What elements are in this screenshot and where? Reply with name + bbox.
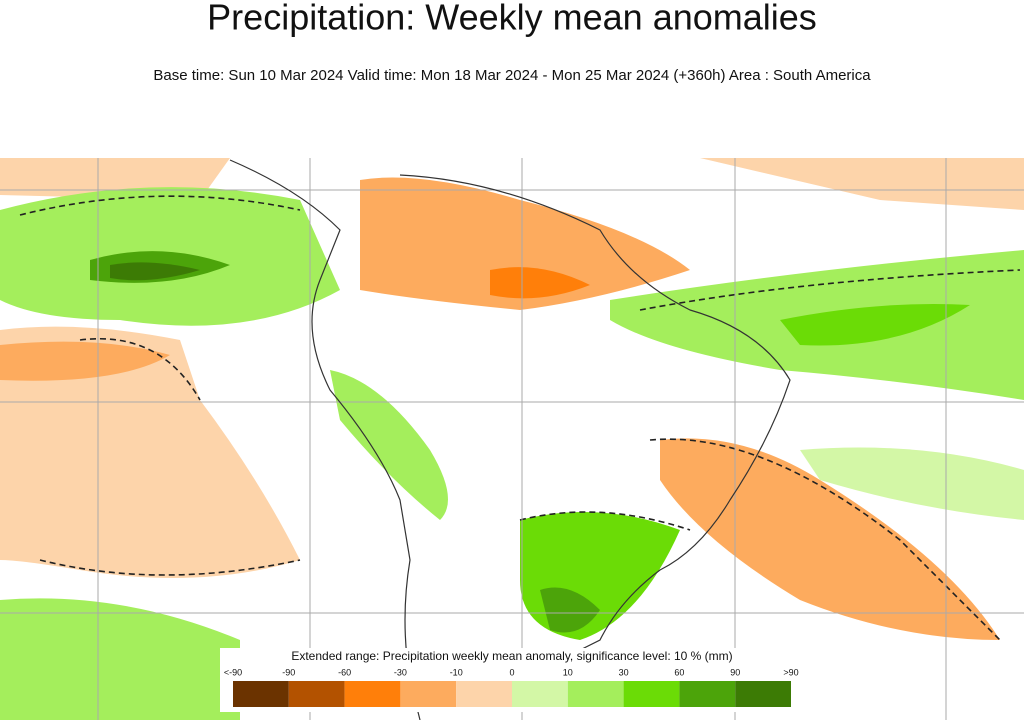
color-swatch: [735, 681, 791, 707]
legend-label: 90: [730, 667, 740, 677]
color-swatch: [679, 681, 736, 707]
dry-area: [0, 341, 170, 381]
significance-contour: [19, 195, 1021, 641]
dry-area: [490, 267, 590, 299]
legend-label: >90: [783, 667, 798, 677]
legend-label: <-90: [224, 667, 242, 677]
wet-area: [540, 587, 600, 633]
legend-label: -60: [338, 667, 351, 677]
color-swatch: [233, 681, 289, 707]
legend-label: -90: [282, 667, 295, 677]
map: [0, 158, 1024, 721]
legend-label: 30: [619, 667, 629, 677]
wet-area: [800, 447, 1024, 520]
subtitle: Base time: Sun 10 Mar 2024 Valid time: M…: [153, 67, 871, 84]
color-swatch: [623, 681, 680, 707]
legend-label: 60: [674, 667, 684, 677]
dry-area: [370, 158, 1024, 210]
wet-area: [110, 262, 200, 281]
legend-label: 10: [563, 667, 573, 677]
color-swatch: [288, 681, 345, 707]
wet-area: [780, 304, 970, 346]
wet-area: [330, 370, 448, 520]
dry-area: [660, 438, 1000, 640]
legend-label: -30: [394, 667, 407, 677]
coastline: [229, 159, 791, 721]
grid: [0, 158, 1024, 720]
color-swatch: [567, 681, 624, 707]
legend-label: 0: [509, 667, 514, 677]
color-swatch: [456, 681, 512, 707]
color-swatch: [512, 681, 568, 707]
legend: Extended range: Precipitation weekly mea…: [220, 648, 803, 712]
legend-label: -10: [450, 667, 463, 677]
legend-title: Extended range: Precipitation weekly mea…: [291, 649, 732, 663]
dry-area: [360, 177, 690, 310]
wet-area: [0, 598, 240, 720]
dry-area: [0, 326, 300, 578]
title: Precipitation: Weekly mean anomalies: [207, 0, 817, 38]
color-swatch: [400, 681, 457, 707]
color-swatch: [344, 681, 401, 707]
